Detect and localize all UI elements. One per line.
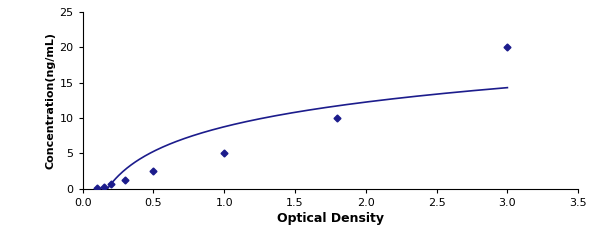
- Y-axis label: Concentration(ng/mL): Concentration(ng/mL): [45, 32, 55, 169]
- X-axis label: Optical Density: Optical Density: [277, 212, 384, 225]
